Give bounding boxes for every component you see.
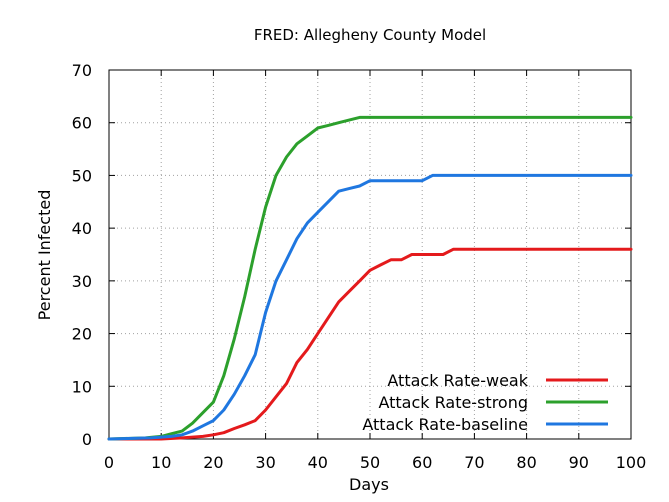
axis-ticks: 0 10 20 30 40 50 60 70 80 90 100 0 10 20 30 40 50 60 70 [72,61,647,472]
legend: Attack Rate-weak Attack Rate-strong Attack… [362,371,608,434]
series-lines [107,115,633,441]
y-tick-label: 60 [72,114,92,133]
x-tick-label: 30 [255,453,275,472]
grid [109,70,631,439]
x-tick-label: 10 [151,453,171,472]
y-axis-label: Percent Infected [35,190,54,321]
legend-label: Attack Rate-baseline [362,415,528,434]
x-tick-label: 50 [360,453,380,472]
x-tick-label: 70 [464,453,484,472]
x-tick-label: 100 [616,453,647,472]
x-tick-label: 60 [412,453,432,472]
series-line-1 [107,115,633,441]
x-tick-label: 90 [569,453,589,472]
y-tick-label: 70 [72,61,92,80]
series-line-2 [107,173,633,441]
y-tick-label: 40 [72,219,92,238]
series-line-0 [107,247,633,441]
x-tick-label: 40 [308,453,328,472]
legend-label: Attack Rate-weak [387,371,528,390]
x-axis-label: Days [349,475,389,494]
x-tick-label: 0 [104,453,114,472]
legend-label: Attack Rate-strong [378,393,528,412]
chart-title: FRED: Allegheny County Model [254,26,486,44]
y-tick-label: 20 [72,325,92,344]
y-tick-label: 0 [82,430,92,449]
y-tick-label: 10 [72,377,92,396]
y-tick-label: 50 [72,166,92,185]
x-tick-label: 20 [203,453,223,472]
x-tick-label: 80 [516,453,536,472]
y-tick-label: 30 [72,272,92,291]
